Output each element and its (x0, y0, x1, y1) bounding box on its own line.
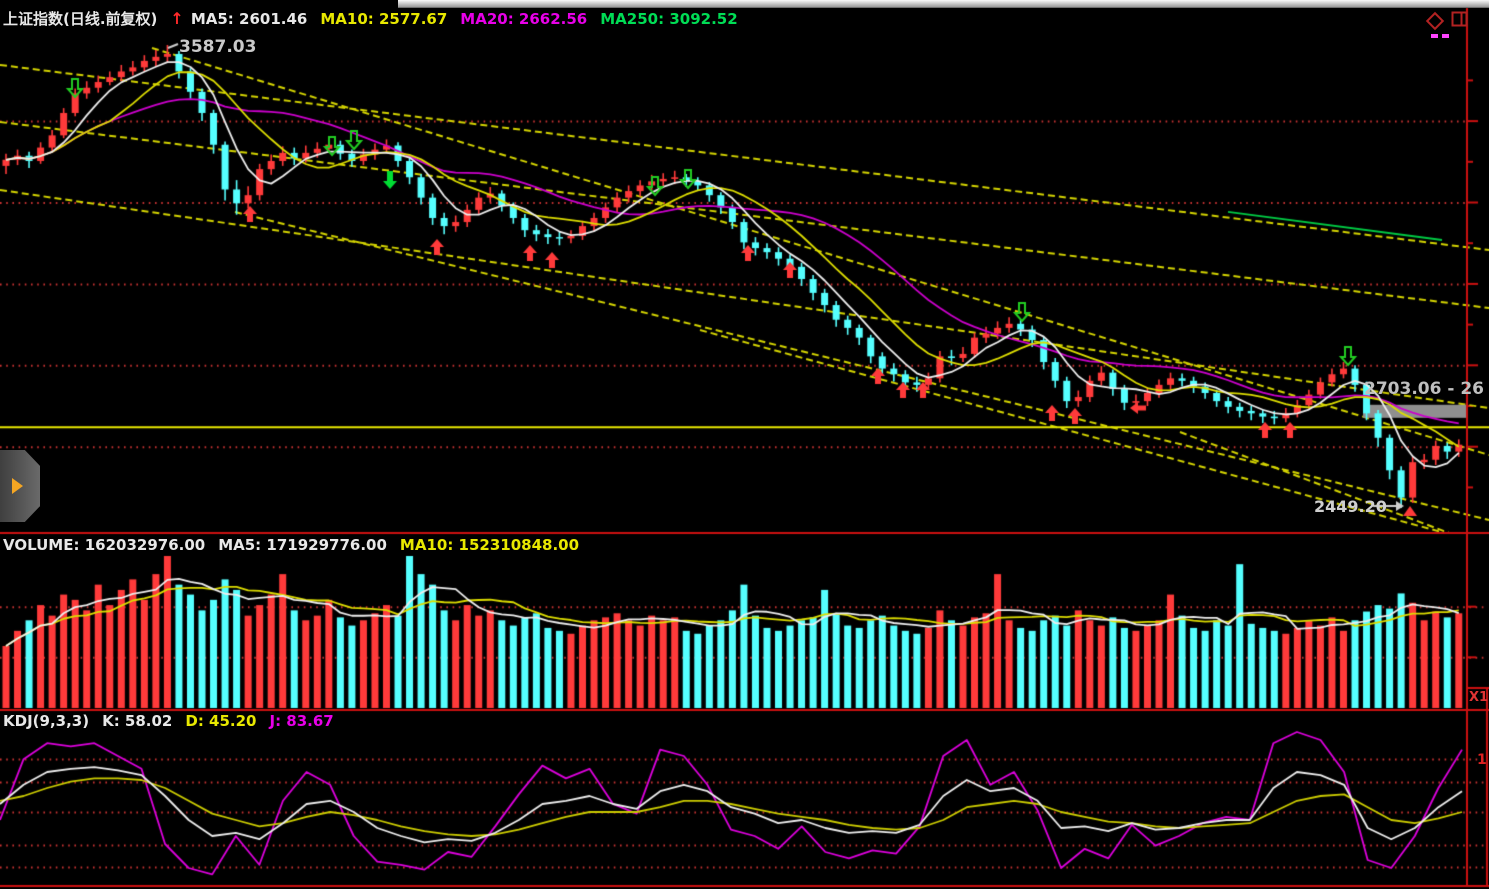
window-top-edge (398, 0, 1489, 8)
volume-ma10-value: MA10: 152310848.00 (399, 536, 580, 554)
instrument-title: 上证指数(日线.前复权) (3, 10, 158, 28)
kdj-d-value: D: 45.20 (185, 712, 257, 730)
expand-arrow-icon (12, 478, 23, 494)
ma5-value: MA5: 2601.46 (190, 9, 308, 28)
volume-scale-label: X1 (1469, 690, 1489, 705)
volume-value: VOLUME: 162032976.00 (3, 536, 206, 554)
volume-header: VOLUME: 162032976.00 MA5: 171929776.00 M… (3, 536, 579, 554)
diamond-icon[interactable] (1424, 10, 1446, 32)
up-arrow-icon: ↑ (170, 9, 184, 28)
ma250-value: MA250: 3092.52 (600, 9, 738, 28)
pane-controls (1424, 10, 1469, 32)
ma10-value: MA10: 2577.67 (320, 9, 448, 28)
volume-ma5-value: MA5: 171929776.00 (218, 536, 387, 554)
kdj-header: KDJ(9,3,3) K: 58.02 D: 45.20 J: 83.67 (3, 712, 334, 730)
sidebar-expand-handle[interactable] (0, 450, 40, 522)
low-price-label: 2449.20 (1314, 497, 1387, 516)
price-range-tooltip: 2703.06 - 26 (1364, 379, 1484, 399)
kdj-k-value: K: 58.02 (102, 712, 173, 730)
peak-price-label: 3587.03 (179, 37, 257, 57)
kdj-axis-digit: 1 (1477, 752, 1487, 768)
kdj-j-value: J: 83.67 (269, 712, 334, 730)
main-chart-header: 上证指数(日线.前复权) ↑ MA5: 2601.46 MA10: 2577.6… (3, 8, 738, 29)
window-split-icon[interactable] (1451, 10, 1469, 28)
ma20-value: MA20: 2662.56 (460, 9, 588, 28)
kdj-name: KDJ(9,3,3) (3, 712, 90, 730)
indicator-dots (1431, 34, 1449, 38)
